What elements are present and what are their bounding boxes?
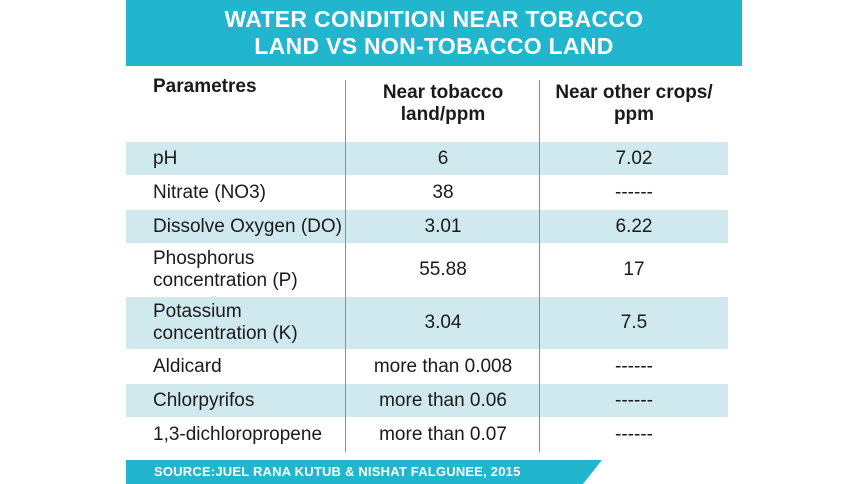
parameter-label: Aldicard <box>153 355 222 377</box>
near-tobacco-value: 55.88 <box>419 259 467 280</box>
column-divider-2 <box>539 80 540 452</box>
parameter-label: Phosphorus <box>153 248 255 269</box>
table-row: pH 6 7.02 <box>126 142 728 175</box>
near-other-crops-value: ------ <box>615 423 653 445</box>
near-other-crops-value: ------ <box>615 181 653 203</box>
parameter-label: Potassium <box>153 301 242 322</box>
parameter-label: concentration (P) <box>153 270 298 291</box>
table-row: 1,3-dichloropropene more than 0.07 ------ <box>126 418 728 451</box>
parameter-cell: Potassium concentration (K) <box>126 301 346 345</box>
header-near-tobacco-line-1: Near tobacco <box>382 82 504 103</box>
parameter-label: Chlorpyrifos <box>153 389 255 411</box>
column-divider-1 <box>345 80 346 452</box>
near-other-crops-value: ------ <box>615 355 653 377</box>
parameter-cell: Phosphorus concentration (P) <box>126 248 346 292</box>
parameter-cell: pH <box>126 148 346 170</box>
parameter-label: pH <box>153 147 178 169</box>
infographic-card: WATER CONDITION NEAR TOBACCO LAND VS NON… <box>126 0 742 484</box>
table-row: Chlorpyrifos more than 0.06 ------ <box>126 384 728 417</box>
near-tobacco-value: 3.04 <box>424 312 462 333</box>
parameter-label: 1,3-dichloropropene <box>153 423 323 445</box>
header-near-tobacco-line-2: land/ppm <box>400 104 486 125</box>
near-other-crops-value: 7.02 <box>615 147 653 169</box>
near-tobacco-value: 38 <box>432 181 454 203</box>
table-row: Potassium concentration (K) 3.04 7.5 <box>126 297 728 349</box>
parameter-cell: Chlorpyrifos <box>126 390 346 412</box>
near-other-crops-value: 7.5 <box>620 312 648 333</box>
near-tobacco-value: more than 0.008 <box>373 355 513 377</box>
near-tobacco-value: more than 0.06 <box>379 389 507 411</box>
parameter-cell: Aldicard <box>126 356 346 378</box>
parameter-label: Nitrate (NO3) <box>153 181 266 203</box>
parameter-cell: Nitrate (NO3) <box>126 182 346 204</box>
header-near-other-crops-line-1: Near other crops/ <box>555 82 713 103</box>
near-other-crops-value: 6.22 <box>615 215 653 237</box>
header-near-other-crops: Near other crops/ ppm <box>540 82 728 126</box>
near-other-crops-value: 17 <box>623 259 645 280</box>
infographic-title: WATER CONDITION NEAR TOBACCO LAND VS NON… <box>126 0 742 66</box>
parameter-cell: Dissolve Oxygen (DO) <box>126 216 346 238</box>
source-credit: SOURCE:JUEL RANA KUTUB & NISHAT FALGUNEE… <box>126 460 602 484</box>
comparison-table: Parametres Near tobacco land/ppm Near ot… <box>126 66 742 458</box>
title-line-1: WATER CONDITION NEAR TOBACCO <box>224 6 644 32</box>
table-row: Dissolve Oxygen (DO) 3.01 6.22 <box>126 210 728 243</box>
parameter-label: Dissolve Oxygen (DO) <box>153 215 342 237</box>
table-row: Nitrate (NO3) 38 ------ <box>126 176 728 209</box>
parameter-label: concentration (K) <box>153 323 298 344</box>
header-near-tobacco: Near tobacco land/ppm <box>346 82 540 126</box>
table-row: Phosphorus concentration (P) 55.88 17 <box>126 244 728 296</box>
near-other-crops-value: ------ <box>615 389 653 411</box>
table-header-row: Parametres Near tobacco land/ppm Near ot… <box>126 76 728 132</box>
title-line-2: LAND VS NON-TOBACCO LAND <box>254 33 614 59</box>
near-tobacco-value: 3.01 <box>424 215 462 237</box>
header-parametres: Parametres <box>153 76 257 97</box>
near-tobacco-value: more than 0.07 <box>379 423 507 445</box>
near-tobacco-value: 6 <box>437 147 449 169</box>
table-row: Aldicard more than 0.008 ------ <box>126 350 728 383</box>
parameter-cell: 1,3-dichloropropene <box>126 424 346 446</box>
header-near-other-crops-line-2: ppm <box>613 104 655 125</box>
